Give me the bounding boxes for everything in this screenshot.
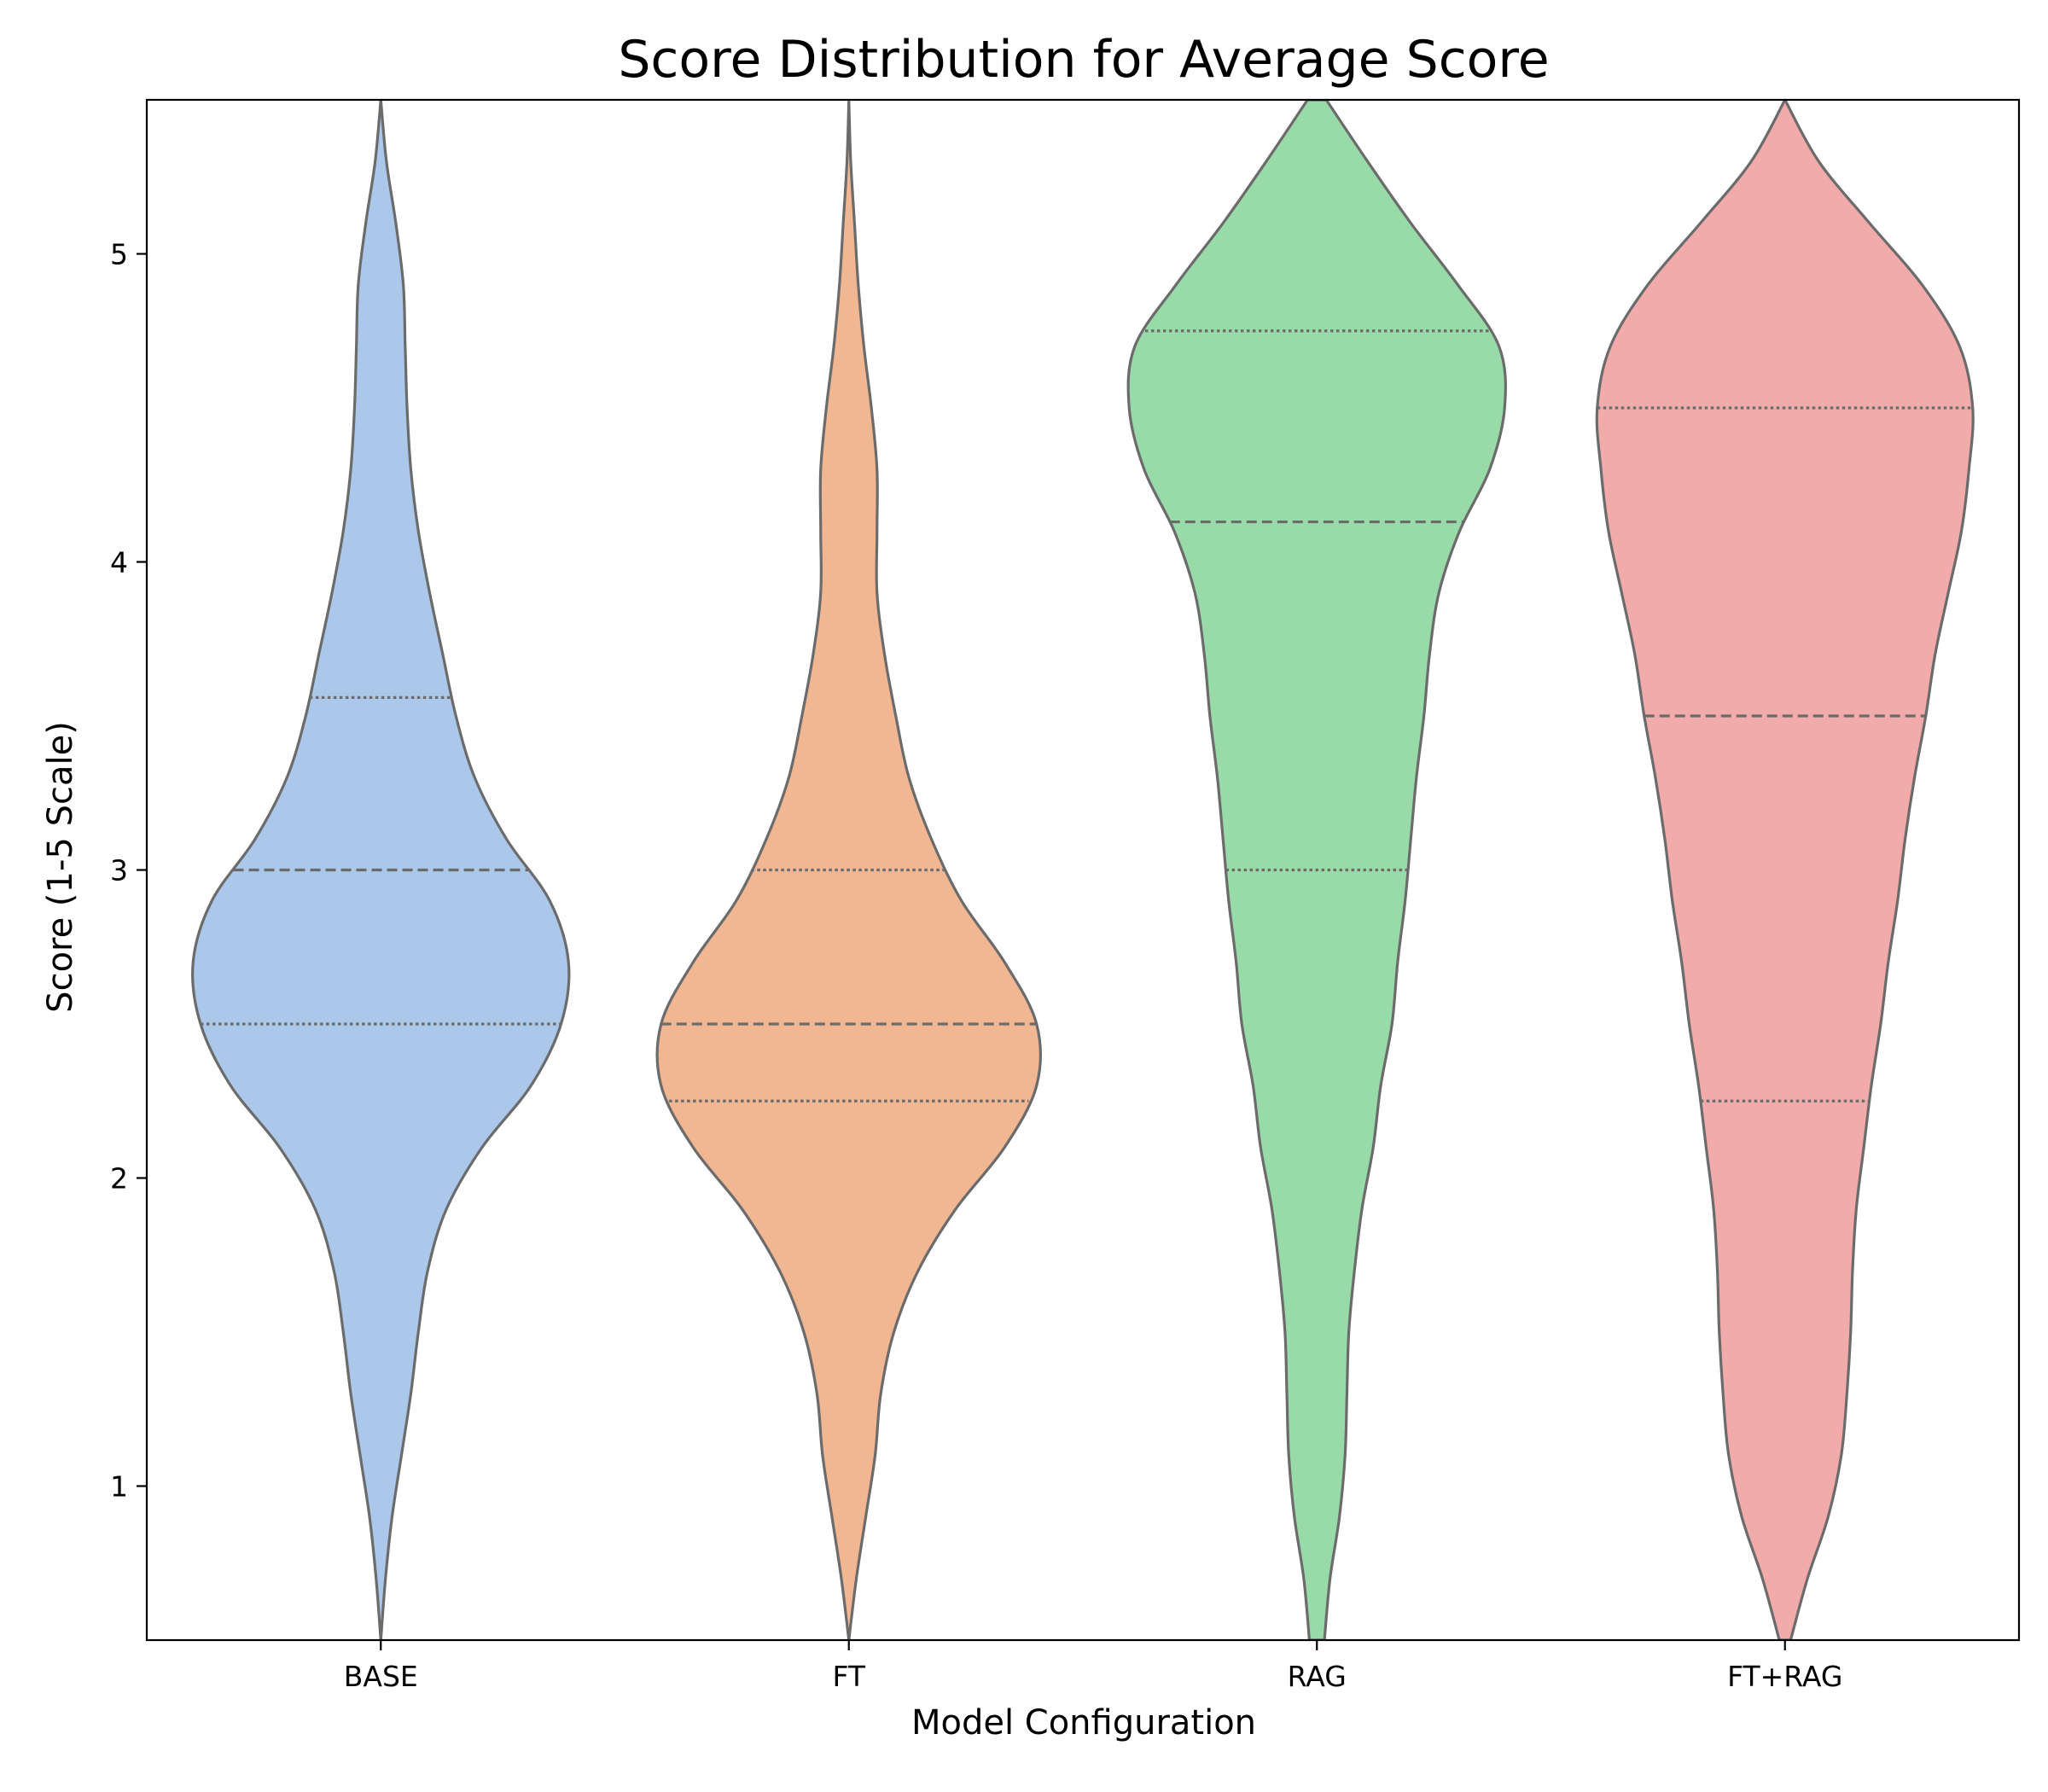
y-tick-label: 2 (110, 1162, 128, 1196)
plot-area: 1 2 3 4 5 BASE FT RAG FT+RAG (110, 98, 2021, 1693)
violin-base (191, 100, 571, 1640)
y-tick-label: 4 (110, 546, 128, 579)
violins-group (191, 100, 1975, 1640)
y-tick-label: 3 (110, 854, 128, 887)
violin-ft (655, 100, 1042, 1640)
chart-title: Score Distribution for Average Score (618, 30, 1549, 90)
y-axis-label: Score (1-5 Scale) (41, 721, 80, 1013)
x-axis-label: Model Configuration (911, 1703, 1256, 1743)
x-tick-label: BASE (344, 1660, 418, 1693)
violin-body (1595, 100, 1975, 1640)
x-tick-label: FT (832, 1660, 865, 1693)
x-tick-label: FT+RAG (1727, 1660, 1842, 1693)
y-tick-label: 1 (110, 1470, 128, 1504)
violin-ft-rag (1595, 100, 1975, 1640)
y-tick-label: 5 (110, 238, 128, 271)
violin-rag (1126, 100, 1507, 1640)
x-tick-label: RAG (1288, 1660, 1347, 1693)
